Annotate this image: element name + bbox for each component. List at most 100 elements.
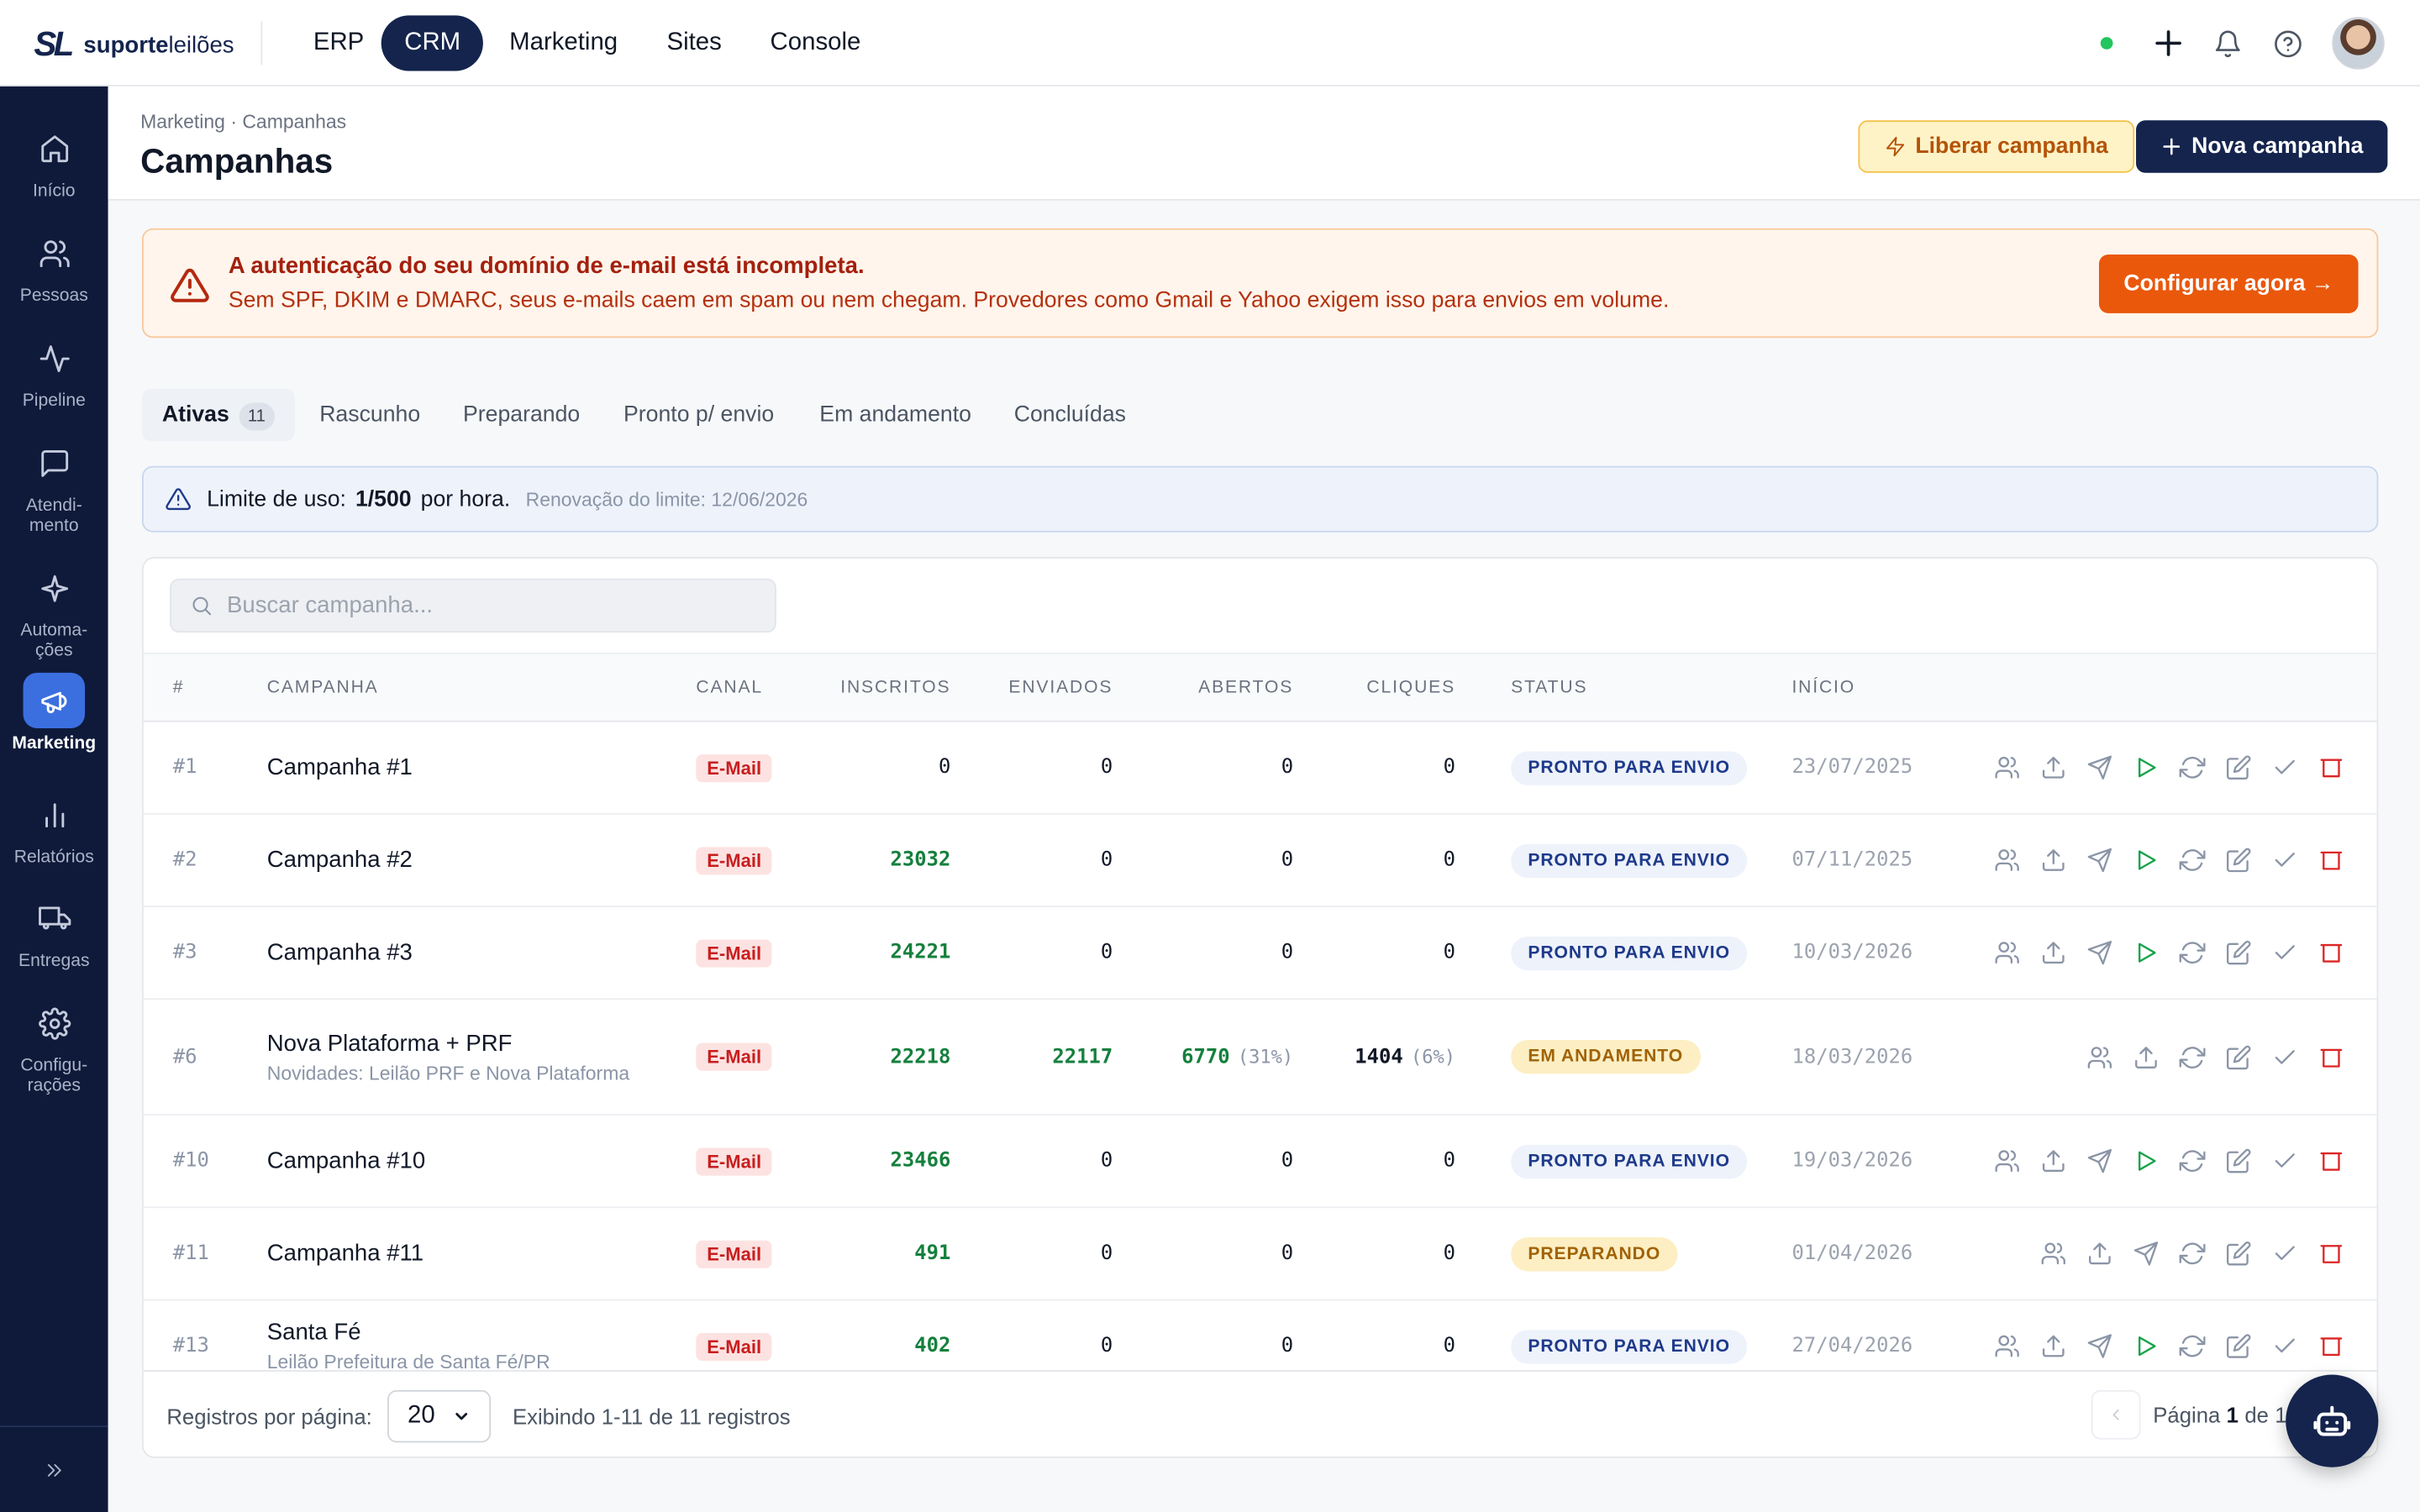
pulse-icon[interactable] (38, 342, 71, 375)
trash-icon[interactable] (2318, 754, 2344, 780)
table-row[interactable]: #10 Campanha #10 E-Mail 23466 0 0 0 PRONTO PARA… (143, 1116, 2377, 1209)
bars-icon[interactable] (38, 799, 71, 832)
upload-icon[interactable] (2040, 847, 2066, 873)
check-icon[interactable] (2272, 1044, 2298, 1070)
check-icon[interactable] (2272, 940, 2298, 966)
play-icon[interactable] (2133, 940, 2159, 966)
gear-icon[interactable] (38, 1006, 71, 1039)
sidebar-item[interactable]: Atendi- mento (0, 435, 108, 537)
refresh-icon[interactable] (2179, 1333, 2206, 1359)
top-nav-item[interactable]: CRM (381, 15, 484, 71)
users-icon[interactable] (1994, 1333, 2020, 1359)
tab[interactable]: Concluídas (994, 389, 1146, 441)
refresh-icon[interactable] (2179, 847, 2206, 873)
tab[interactable]: Preparando (443, 389, 600, 441)
trash-icon[interactable] (2318, 1044, 2344, 1070)
trash-icon[interactable] (2318, 940, 2344, 966)
users-icon[interactable] (38, 237, 71, 270)
spark-icon[interactable] (38, 572, 71, 605)
assistant-button[interactable] (2286, 1374, 2379, 1467)
logo[interactable]: SL suporteleilões (34, 24, 234, 65)
users-icon[interactable] (2040, 1241, 2066, 1267)
mega-icon[interactable] (38, 685, 71, 717)
bell-icon[interactable] (2213, 29, 2243, 59)
trash-icon[interactable] (2318, 1333, 2344, 1359)
upload-icon[interactable] (2133, 1044, 2159, 1070)
tab[interactable]: Ativas 11 (141, 388, 295, 442)
check-icon[interactable] (2272, 1241, 2298, 1267)
sidebar-item[interactable]: Entregas (0, 890, 108, 972)
send-icon[interactable] (2086, 1148, 2112, 1174)
users-icon[interactable] (1994, 847, 2020, 873)
sidebar-item[interactable]: Pessoas (0, 225, 108, 307)
users-icon[interactable] (1994, 754, 2020, 780)
edit-icon[interactable] (2226, 1333, 2252, 1359)
users-icon[interactable] (1994, 1148, 2020, 1174)
trash-icon[interactable] (2318, 1241, 2344, 1267)
check-icon[interactable] (2272, 754, 2298, 780)
prev-page[interactable] (2091, 1389, 2141, 1440)
edit-icon[interactable] (2226, 940, 2252, 966)
sidebar-item[interactable]: Configu- rações (0, 995, 108, 1097)
edit-icon[interactable] (2226, 847, 2252, 873)
release-button[interactable]: Liberar campanha (1858, 120, 2135, 173)
collapse[interactable] (0, 1425, 108, 1512)
search-box[interactable]: Buscar campanha... (170, 578, 776, 633)
tab[interactable]: Pronto p/ envio (603, 389, 794, 441)
check-icon[interactable] (2272, 1333, 2298, 1359)
per-page-select[interactable]: 20 (387, 1389, 492, 1442)
upload-icon[interactable] (2040, 754, 2066, 780)
play-icon[interactable] (2133, 1333, 2159, 1359)
sidebar-item[interactable]: Marketing (0, 672, 108, 754)
table-row[interactable]: #11 Campanha #11 E-Mail 491 0 0 0 PREPARANDO 01/… (143, 1208, 2377, 1301)
sidebar-item[interactable]: Início (0, 120, 108, 202)
new-button[interactable]: Nova campanha (2136, 120, 2388, 173)
edit-icon[interactable] (2226, 754, 2252, 780)
top-nav-item[interactable]: Sites (666, 29, 722, 56)
check-icon[interactable] (2272, 847, 2298, 873)
upload-icon[interactable] (2086, 1241, 2112, 1267)
refresh-icon[interactable] (2179, 1241, 2206, 1267)
configure-button[interactable]: Configurar agora → (2098, 255, 2359, 313)
refresh-icon[interactable] (2179, 1044, 2206, 1070)
play-icon[interactable] (2133, 847, 2159, 873)
edit-icon[interactable] (2226, 1148, 2252, 1174)
refresh-icon[interactable] (2179, 1148, 2206, 1174)
check-icon[interactable] (2272, 1148, 2298, 1174)
top-nav-item[interactable]: Console (770, 29, 861, 56)
upload-icon[interactable] (2040, 1333, 2066, 1359)
table-row[interactable]: #2 Campanha #2 E-Mail 23032 0 0 0 PRONTO PARA E… (143, 815, 2377, 908)
help-icon[interactable] (2274, 29, 2303, 59)
send-icon[interactable] (2086, 1333, 2112, 1359)
avatar[interactable] (2332, 17, 2385, 70)
tab[interactable]: Rascunho (299, 389, 440, 441)
table-row[interactable]: #6 Nova Plataforma + PRF Novidades: Leilão… (143, 1000, 2377, 1116)
table-row[interactable]: #13 Santa Fé Leilão Prefeitura de Santa Fé… (144, 1300, 2377, 1370)
table-row[interactable]: #3 Campanha #3 E-Mail 24221 0 0 0 PRONTO PARA E… (143, 907, 2377, 1000)
send-icon[interactable] (2086, 847, 2112, 873)
edit-icon[interactable] (2226, 1044, 2252, 1070)
upload-icon[interactable] (2040, 940, 2066, 966)
top-nav-item[interactable]: Marketing (509, 29, 618, 56)
tab[interactable]: Em andamento (799, 389, 991, 441)
upload-icon[interactable] (2040, 1148, 2066, 1174)
users-icon[interactable] (2086, 1044, 2112, 1070)
send-icon[interactable] (2086, 940, 2112, 966)
home-icon[interactable] (38, 132, 71, 165)
chat-icon[interactable] (38, 447, 71, 480)
play-icon[interactable] (2133, 1148, 2159, 1174)
trash-icon[interactable] (2318, 847, 2344, 873)
sidebar-item[interactable]: Relatórios (0, 787, 108, 869)
sidebar-item[interactable]: Automa- ções (0, 560, 108, 662)
users-icon[interactable] (1994, 940, 2020, 966)
trash-icon[interactable] (2318, 1148, 2344, 1174)
send-icon[interactable] (2133, 1241, 2159, 1267)
table-row[interactable]: #1 Campanha #1 E-Mail 0 0 0 0 PRONTO PARA ENVIO… (143, 722, 2377, 815)
edit-icon[interactable] (2226, 1241, 2252, 1267)
sidebar-item[interactable]: Pipeline (0, 330, 108, 412)
plus-icon[interactable] (2151, 26, 2185, 60)
send-icon[interactable] (2086, 754, 2112, 780)
refresh-icon[interactable] (2179, 754, 2206, 780)
refresh-icon[interactable] (2179, 940, 2206, 966)
play-icon[interactable] (2133, 754, 2159, 780)
